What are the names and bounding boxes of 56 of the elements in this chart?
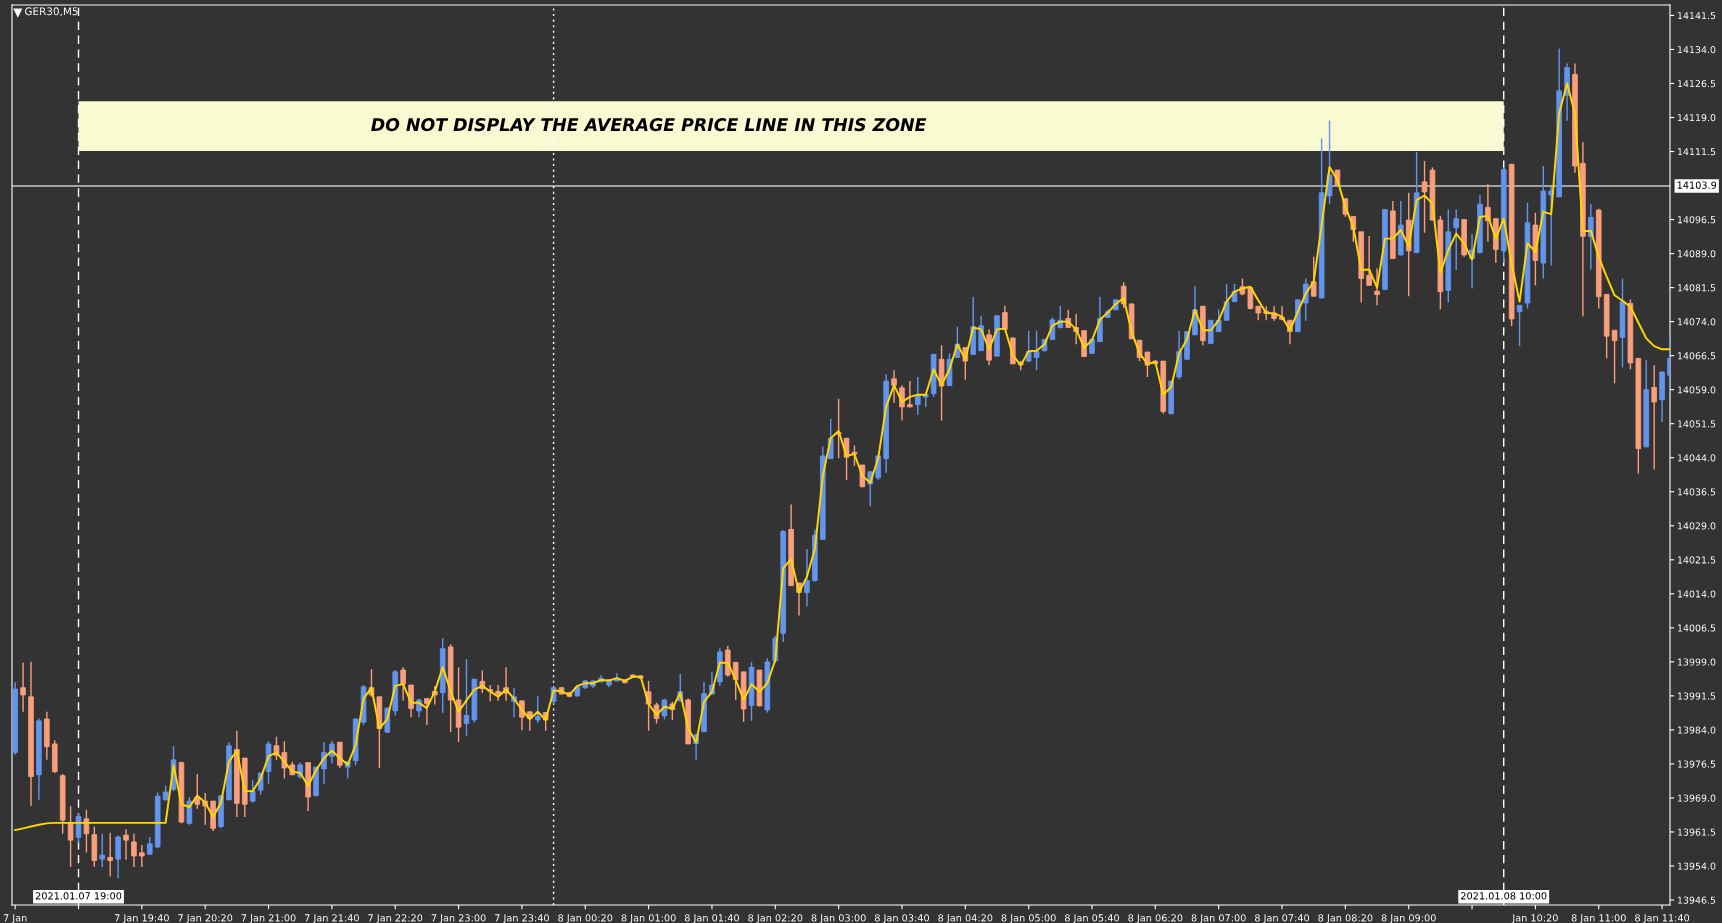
y-tick-label: 13954.0 <box>1677 862 1716 870</box>
y-tick-label: 14059.0 <box>1677 386 1716 394</box>
x-tick-label: 8 Jan 11:00 <box>1571 914 1626 923</box>
ref-line-label: 2021.01.07 19:00 <box>35 892 122 900</box>
x-tick-label: 8 Jan 08:20 <box>1318 914 1373 923</box>
x-tick-label: 8 Jan 01:00 <box>621 914 676 923</box>
y-tick-label: 14021.5 <box>1677 556 1716 564</box>
x-tick-label: 7 Jan <box>3 914 27 923</box>
x-tick-label: 8 Jan 04:20 <box>938 914 993 923</box>
ref-line-label: 2021.01.08 10:00 <box>1461 892 1547 900</box>
x-tick-label: 8 Jan 11:40 <box>1635 914 1690 923</box>
x-tick-label: 7 Jan 21:00 <box>241 914 296 923</box>
y-tick-label: 13961.5 <box>1677 828 1716 836</box>
band-label: DO NOT DISPLAY THE AVERAGE PRICE LINE IN THIS ZONE <box>371 118 927 132</box>
x-tick-label: 7 Jan 21:40 <box>304 914 359 923</box>
x-tick-label: 7 Jan 22:20 <box>368 914 423 923</box>
y-tick-label: 13946.5 <box>1677 896 1716 904</box>
y-tick-label: 13969.0 <box>1677 794 1716 802</box>
x-tick-label: 8 Jan 06:20 <box>1128 914 1183 923</box>
y-tick-label: 14089.0 <box>1677 250 1716 258</box>
y-tick-label: 13984.0 <box>1677 726 1716 734</box>
x-tick-label: 8 Jan 03:40 <box>874 914 930 923</box>
x-tick-label: 8 Jan 01:40 <box>684 914 739 923</box>
y-tick-label: 14036.5 <box>1677 488 1716 496</box>
x-tick-label: 8 Jan 00:20 <box>558 914 613 923</box>
y-tick-label: 14141.5 <box>1677 12 1716 20</box>
x-tick-label: 8 Jan 02:20 <box>748 914 803 923</box>
ref-line-label: 14103.9 <box>1677 181 1717 189</box>
y-tick-label: 13976.5 <box>1677 760 1716 768</box>
y-tick-label: 14126.5 <box>1677 80 1716 88</box>
y-tick-label: 14134.0 <box>1677 46 1716 54</box>
x-tick-label: 8 Jan 05:40 <box>1064 914 1120 923</box>
y-tick-label: 14014.0 <box>1677 590 1716 598</box>
x-tick-label: 7 Jan 23:40 <box>495 914 549 923</box>
x-tick-label: 7 Jan 19:40 <box>114 914 169 923</box>
y-tick-label: 14044.0 <box>1677 454 1716 462</box>
x-tick-label: Jan 10:20 <box>1511 914 1558 923</box>
y-tick-label: 14029.0 <box>1677 522 1716 530</box>
x-tick-label: 8 Jan 09:00 <box>1381 914 1436 923</box>
y-tick-label: 14096.5 <box>1677 216 1716 224</box>
x-tick-label: 8 Jan 03:00 <box>811 914 866 923</box>
y-tick-label: 14074.0 <box>1677 318 1716 326</box>
x-tick-label: 8 Jan 07:00 <box>1191 914 1246 923</box>
y-tick-label: 13999.0 <box>1677 658 1716 666</box>
x-tick-label: 7 Jan 20:20 <box>178 914 233 923</box>
y-tick-label: 14051.5 <box>1677 420 1716 428</box>
chart-title: GER30,M5 <box>25 7 78 17</box>
y-tick-label: 13991.5 <box>1677 692 1716 700</box>
y-tick-label: 14111.5 <box>1677 148 1716 156</box>
y-tick-label: 14006.5 <box>1677 624 1716 632</box>
y-tick-label: 14119.0 <box>1677 114 1716 122</box>
y-tick-label: 14066.5 <box>1677 352 1716 360</box>
x-tick-label: 7 Jan 23:00 <box>431 914 486 923</box>
x-tick-label: 8 Jan 07:40 <box>1255 914 1310 923</box>
x-tick-label: 8 Jan 05:00 <box>1001 914 1056 923</box>
y-tick-label: 14081.5 <box>1677 284 1716 292</box>
